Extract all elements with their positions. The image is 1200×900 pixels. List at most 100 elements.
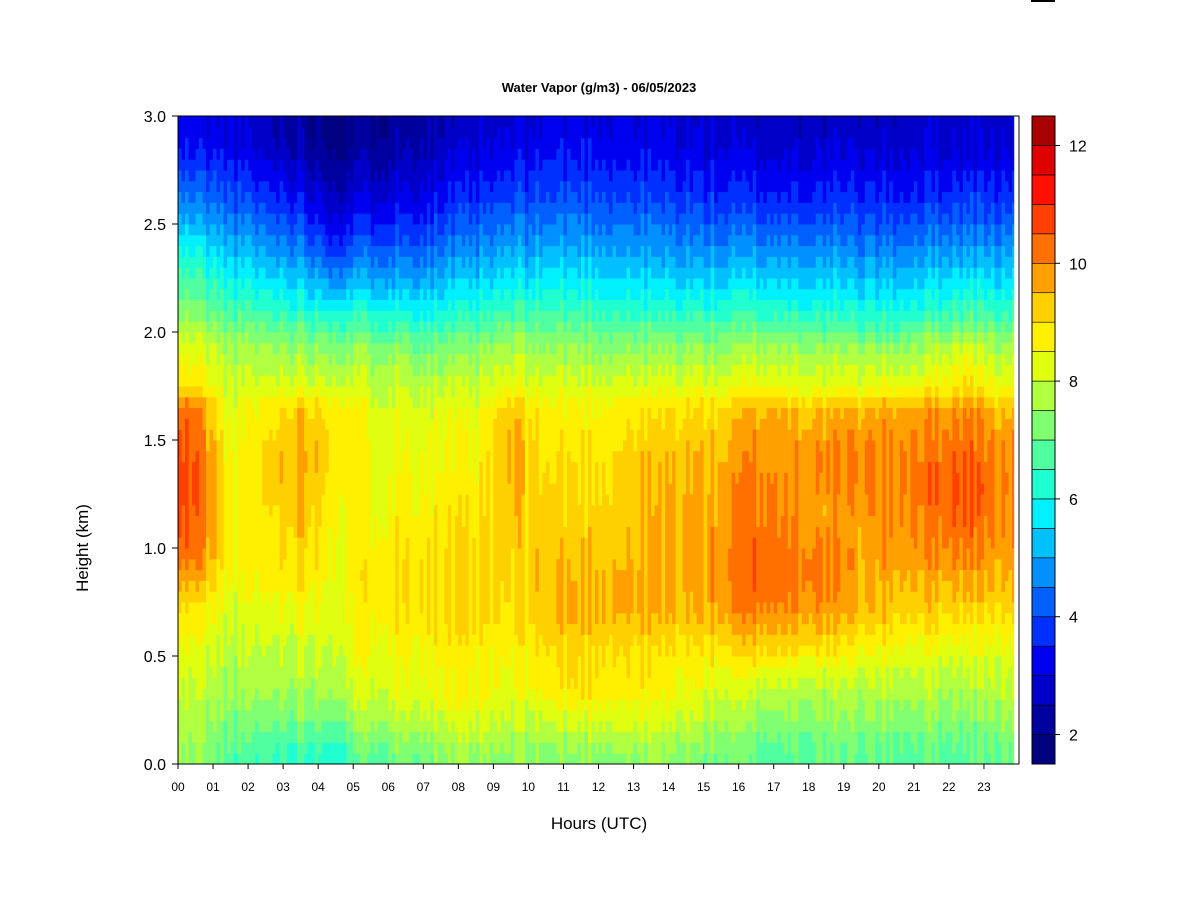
heatmap-cell [455,559,459,570]
heatmap-cell [238,634,242,645]
heatmap-cell [255,418,259,429]
heatmap-cell [290,170,294,181]
heatmap-cell [185,116,189,127]
heatmap-cell [367,202,371,213]
heatmap-cell [224,386,228,397]
heatmap-cell [252,591,256,602]
heatmap-cell [420,397,424,408]
heatmap-cell [462,732,466,743]
heatmap-cell [353,127,357,138]
heatmap-cell [444,656,448,667]
heatmap-cell [465,386,469,397]
heatmap-cell [301,624,305,635]
heatmap-cell [192,224,196,235]
heatmap-cell [269,375,273,386]
heatmap-cell [206,645,210,656]
heatmap-cell [311,256,315,267]
heatmap-cell [185,138,189,149]
heatmap-cell [203,202,207,213]
heatmap-cell [196,354,200,365]
heatmap-cell [308,570,312,581]
heatmap-cell [318,192,322,203]
heatmap-cell [220,699,224,710]
heatmap-cell [311,375,315,386]
heatmap-cell [364,170,368,181]
heatmap-cell [231,634,235,645]
heatmap-cell [245,699,249,710]
heatmap-cell [290,267,294,278]
heatmap-cell [234,721,238,732]
heatmap-cell [301,235,305,246]
heatmap-cell [325,386,329,397]
heatmap-cell [287,300,291,311]
heatmap-cell [311,634,315,645]
heatmap-cell [399,516,403,527]
heatmap-cell [245,678,249,689]
heatmap-cell [182,591,186,602]
heatmap-cell [455,300,459,311]
heatmap-cell [416,159,420,170]
heatmap-cell [325,159,329,170]
heatmap-cell [297,364,301,375]
heatmap-cell [185,224,189,235]
heatmap-cell [346,753,350,764]
heatmap-cell [441,278,445,289]
heatmap-cell [213,138,217,149]
heatmap-cell [315,332,319,343]
heatmap-cell [381,148,385,159]
heatmap-cell [455,656,459,667]
heatmap-cell [241,343,245,354]
heatmap-cell [385,494,389,505]
heatmap-cell [192,699,196,710]
heatmap-cell [437,602,441,613]
heatmap-cell [360,516,364,527]
heatmap-cell [381,591,385,602]
heatmap-cell [392,472,396,483]
heatmap-cell [287,440,291,451]
heatmap-cell [409,483,413,494]
heatmap-cell [266,634,270,645]
heatmap-cell [402,375,406,386]
heatmap-cell [269,192,273,203]
heatmap-cell [252,548,256,559]
heatmap-cell [430,300,434,311]
heatmap-cell [255,278,259,289]
heatmap-cell [255,127,259,138]
heatmap-cell [308,699,312,710]
heatmap-cell [213,494,217,505]
heatmap-cell [266,343,270,354]
heatmap-cell [395,656,399,667]
heatmap-cell [189,483,193,494]
heatmap-cell [444,289,448,300]
heatmap-cell [262,116,266,127]
heatmap-cell [315,462,319,473]
heatmap-cell [346,386,350,397]
heatmap-cell [423,472,427,483]
heatmap-cell [297,159,301,170]
heatmap-cell [287,429,291,440]
heatmap-cell [420,159,424,170]
heatmap-cell [178,570,182,581]
heatmap-cell [185,570,189,581]
heatmap-cell [185,418,189,429]
heatmap-cell [203,678,207,689]
heatmap-cell [409,310,413,321]
heatmap-cell [283,494,287,505]
heatmap-cell [301,300,305,311]
heatmap-cell [290,580,294,591]
heatmap-cell [458,256,462,267]
heatmap-cell [301,645,305,656]
heatmap-cell [416,742,420,753]
heatmap-cell [378,494,382,505]
heatmap-cell [423,699,427,710]
heatmap-cell [241,397,245,408]
heatmap-cell [441,710,445,721]
heatmap-cell [392,732,396,743]
heatmap-cell [402,613,406,624]
heatmap-cell [364,710,368,721]
heatmap-cell [388,202,392,213]
heatmap-cell [444,753,448,764]
heatmap-cell [311,472,315,483]
heatmap-cell [420,699,424,710]
heatmap-cell [290,667,294,678]
